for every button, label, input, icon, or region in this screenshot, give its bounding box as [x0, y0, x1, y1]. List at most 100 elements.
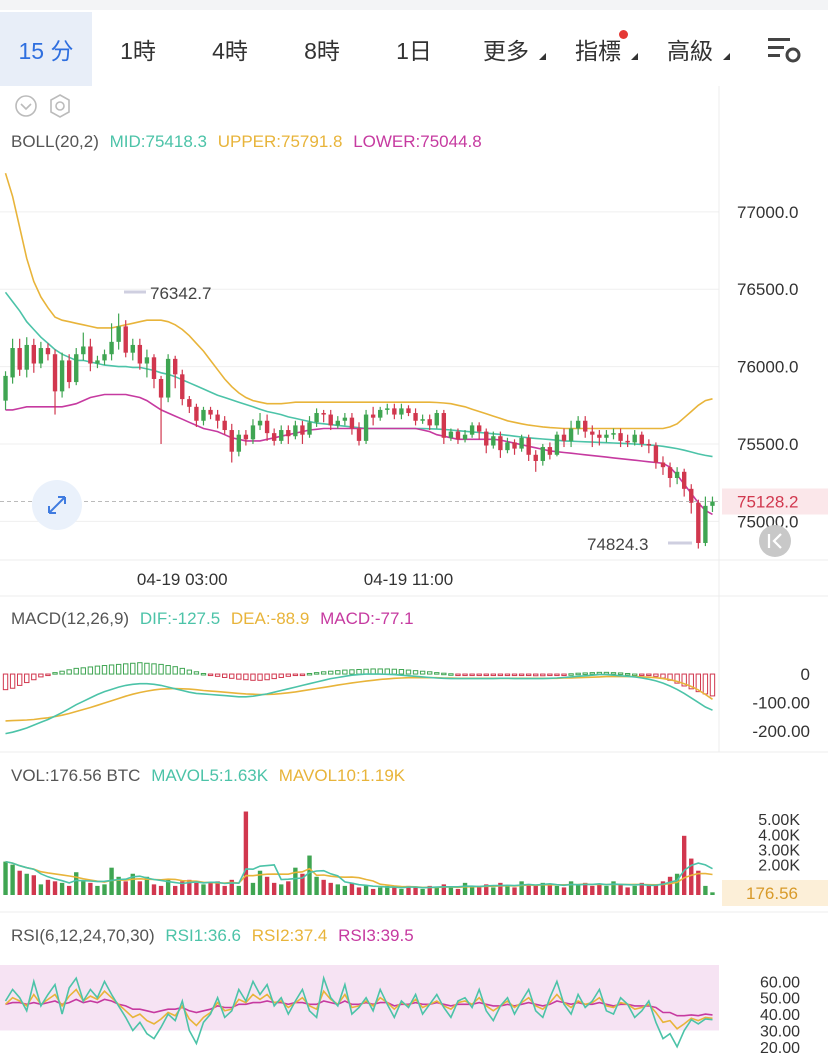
macd-bar: [229, 673, 235, 679]
tab-1h[interactable]: 1時: [92, 12, 184, 86]
volume-bar: [392, 887, 397, 895]
candle-body: [406, 408, 411, 414]
chart-settings-icon[interactable]: [768, 36, 802, 64]
tab-indicators[interactable]: 指標: [552, 12, 644, 86]
volume-bar: [293, 867, 298, 895]
y-tick-label: -200.00: [752, 722, 810, 741]
candle-body: [356, 428, 362, 441]
y-tick-label: 3.00K: [758, 842, 800, 859]
candle-body: [455, 431, 461, 440]
macd-bar: [24, 673, 30, 684]
volume-bar: [45, 879, 51, 895]
candle-body: [378, 409, 383, 418]
volume-bar: [116, 876, 121, 895]
macd-bar: [94, 665, 101, 675]
macd-bar: [419, 670, 426, 675]
tab-1d[interactable]: 1日: [368, 12, 460, 86]
candle-body: [491, 436, 496, 446]
volume-bar: [123, 881, 128, 895]
last-volume-badge: [722, 880, 828, 906]
candle-body: [31, 344, 37, 364]
macd-bar: [547, 673, 553, 677]
macd-bar: [186, 669, 193, 675]
macd-bar: [45, 673, 51, 677]
volume-bar: [399, 888, 404, 895]
macd-bar: [582, 672, 588, 675]
volume-bar: [660, 881, 666, 895]
macd-bar: [342, 669, 348, 675]
volume-bar: [575, 884, 581, 895]
tab-15min[interactable]: 15 分: [0, 12, 92, 86]
expand-button[interactable]: [32, 480, 82, 530]
candle-body: [123, 326, 128, 353]
macd-label: MACD(12,26,9): [11, 609, 129, 628]
candle-body: [526, 437, 531, 455]
boll-mid-value: MID:75418.3: [110, 132, 207, 151]
candle-body: [286, 430, 291, 437]
candle-body: [109, 341, 114, 355]
volume-bar: [208, 882, 213, 895]
candle-body: [370, 414, 376, 418]
rsi-band: [0, 965, 719, 1031]
volume-bar: [95, 885, 100, 895]
rsi3-value: RSI3:39.5: [338, 926, 414, 945]
candle-body: [639, 434, 644, 444]
macd-bar: [441, 672, 447, 676]
volume-bar: [646, 885, 652, 895]
volume-bar: [547, 884, 553, 895]
macd-bar: [370, 668, 376, 675]
volume-bar: [257, 870, 263, 895]
macd-bar: [2, 673, 9, 691]
candle-body: [484, 431, 489, 446]
candle-body: [399, 408, 404, 415]
chevron-down-circle-icon[interactable]: [15, 95, 37, 117]
tab-more[interactable]: 更多: [460, 12, 552, 86]
candle-body: [222, 420, 227, 431]
macd-bar: [455, 673, 461, 677]
notification-dot-icon: [619, 30, 628, 39]
volume-bar: [512, 887, 517, 895]
candle-body: [66, 360, 72, 383]
volume-bar: [462, 882, 468, 895]
candle-body: [469, 425, 475, 435]
candle-body: [448, 431, 454, 438]
candle-body: [187, 399, 192, 407]
volume-bar: [194, 882, 199, 895]
volume-bar: [420, 888, 425, 895]
macd-bar: [250, 673, 256, 681]
y-tick-label: 40.00: [760, 1007, 800, 1024]
tab-advanced[interactable]: 高級: [644, 12, 736, 86]
volume-bar: [632, 885, 637, 895]
macd-dea-value: DEA:-88.9: [231, 609, 309, 628]
tab-8h[interactable]: 8時: [276, 12, 368, 86]
macd-bar: [610, 672, 617, 675]
macd-bar: [165, 665, 171, 675]
candle-body: [137, 344, 143, 364]
candle-body: [420, 419, 425, 421]
mavol5-line: [5, 860, 713, 889]
volume-bar: [519, 881, 524, 895]
macd-bar: [80, 667, 86, 675]
volume-bar: [434, 887, 439, 895]
last-volume-label: 176.56: [746, 884, 798, 903]
macd-bar: [264, 673, 270, 681]
tab-label: 1時: [120, 38, 156, 64]
volume-bar: [229, 879, 234, 895]
volume-bar: [413, 887, 418, 895]
macd-bar: [306, 672, 313, 676]
volume-bar: [31, 875, 37, 895]
macd-bar: [200, 672, 207, 676]
jump-to-latest-icon[interactable]: [759, 525, 791, 557]
volume-bar: [52, 881, 58, 895]
volume-bar: [307, 855, 312, 895]
tab-4h[interactable]: 4時: [184, 12, 276, 86]
boll-label: BOLL(20,2): [11, 132, 99, 151]
macd-bar: [257, 673, 263, 681]
low-price-label: 74824.3: [587, 535, 648, 554]
macd-bar: [653, 673, 659, 677]
y-tick-label: 2.00K: [758, 858, 800, 875]
y-tick-label: 50.00: [760, 991, 800, 1008]
gear-icon[interactable]: [50, 94, 70, 118]
candle-body: [59, 360, 65, 392]
macd-bar: [144, 662, 150, 675]
